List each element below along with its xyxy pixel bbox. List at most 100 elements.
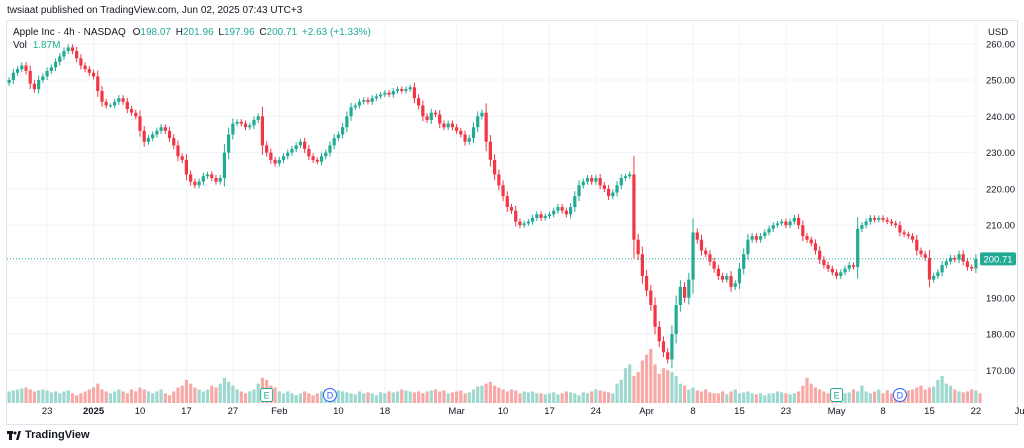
candle[interactable]	[277, 156, 281, 167]
candle[interactable]	[20, 62, 24, 73]
candle[interactable]	[32, 80, 37, 93]
candle[interactable]	[674, 295, 678, 344]
tradingview-logo[interactable]: TradingView	[7, 429, 90, 441]
candle[interactable]	[640, 246, 644, 284]
candle[interactable]	[556, 203, 560, 214]
candle[interactable]	[243, 120, 248, 131]
candle[interactable]	[898, 221, 902, 237]
candle[interactable]	[66, 44, 70, 55]
candle[interactable]	[872, 215, 877, 223]
candle[interactable]	[379, 91, 383, 100]
candle[interactable]	[442, 120, 446, 131]
candle[interactable]	[463, 130, 467, 146]
candle[interactable]	[953, 255, 957, 263]
candle[interactable]	[944, 258, 948, 269]
candle[interactable]	[433, 110, 438, 118]
candle[interactable]	[822, 256, 826, 269]
candle[interactable]	[974, 254, 978, 274]
candle[interactable]	[298, 138, 303, 149]
candle[interactable]	[281, 153, 286, 163]
candle[interactable]	[49, 64, 53, 75]
candle[interactable]	[383, 90, 387, 98]
candle[interactable]	[353, 102, 357, 110]
candle[interactable]	[336, 131, 341, 142]
candle[interactable]	[581, 178, 585, 189]
candle[interactable]	[222, 144, 227, 187]
earnings-marker-icon[interactable]: E	[260, 388, 274, 402]
candle[interactable]	[391, 87, 395, 98]
candle[interactable]	[455, 124, 459, 134]
candle[interactable]	[754, 233, 758, 243]
candle[interactable]	[543, 213, 547, 221]
candle[interactable]	[847, 262, 851, 272]
candle[interactable]	[180, 153, 184, 163]
candle[interactable]	[197, 178, 201, 189]
candle[interactable]	[117, 95, 121, 105]
candle[interactable]	[902, 229, 906, 237]
candle[interactable]	[509, 203, 514, 214]
candle[interactable]	[809, 236, 813, 247]
candle[interactable]	[733, 280, 737, 290]
candle[interactable]	[784, 218, 788, 229]
candle[interactable]	[552, 207, 556, 218]
candle[interactable]	[58, 52, 62, 66]
candle[interactable]	[324, 149, 328, 160]
candle[interactable]	[615, 181, 619, 197]
candle[interactable]	[746, 233, 750, 261]
candle[interactable]	[493, 154, 497, 181]
candle[interactable]	[311, 153, 315, 163]
candle[interactable]	[438, 110, 442, 129]
candle[interactable]	[488, 135, 492, 167]
candle[interactable]	[775, 220, 780, 228]
candle[interactable]	[708, 250, 712, 266]
candle[interactable]	[167, 126, 172, 143]
candle[interactable]	[24, 62, 28, 75]
candle[interactable]	[758, 233, 763, 243]
candle[interactable]	[868, 214, 872, 225]
candle[interactable]	[560, 203, 564, 214]
candle[interactable]	[146, 135, 151, 145]
candle[interactable]	[7, 77, 11, 86]
candle[interactable]	[704, 247, 708, 258]
candle[interactable]	[564, 207, 568, 218]
candle[interactable]	[780, 218, 784, 227]
candle[interactable]	[606, 184, 611, 201]
candle[interactable]	[771, 222, 775, 232]
candle[interactable]	[628, 171, 632, 179]
candle[interactable]	[716, 264, 720, 280]
candle[interactable]	[370, 95, 374, 105]
candle[interactable]	[332, 134, 336, 150]
candle[interactable]	[839, 269, 843, 280]
candle[interactable]	[205, 171, 210, 179]
candle[interactable]	[45, 67, 49, 80]
candle[interactable]	[577, 180, 581, 202]
candle[interactable]	[113, 98, 117, 109]
candle[interactable]	[805, 233, 809, 243]
candle[interactable]	[395, 86, 400, 94]
candle[interactable]	[687, 272, 691, 305]
candle[interactable]	[273, 156, 277, 167]
candle[interactable]	[315, 157, 319, 165]
earnings-marker-icon[interactable]: E	[830, 388, 844, 402]
candle[interactable]	[459, 127, 463, 138]
candle[interactable]	[121, 95, 125, 105]
candle[interactable]	[362, 97, 366, 105]
candle[interactable]	[421, 100, 425, 122]
candle[interactable]	[505, 191, 509, 212]
candle[interactable]	[476, 111, 480, 133]
candle[interactable]	[826, 262, 830, 272]
candle[interactable]	[471, 122, 476, 144]
candle[interactable]	[235, 119, 239, 127]
candle[interactable]	[163, 124, 167, 134]
candle[interactable]	[877, 215, 881, 223]
candle[interactable]	[720, 272, 725, 283]
candle[interactable]	[636, 233, 640, 261]
candle[interactable]	[408, 84, 412, 92]
candle[interactable]	[691, 218, 695, 294]
candle[interactable]	[15, 66, 20, 76]
candle[interactable]	[598, 174, 602, 190]
candle[interactable]	[818, 246, 822, 265]
candle[interactable]	[70, 44, 75, 55]
candle[interactable]	[915, 234, 919, 256]
